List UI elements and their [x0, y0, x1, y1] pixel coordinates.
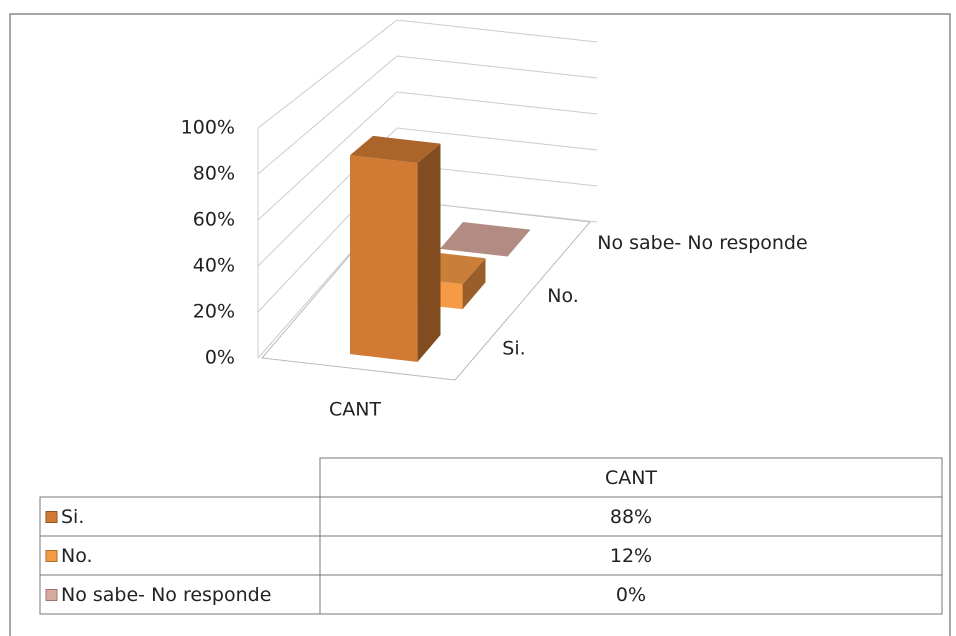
table-value: 12% [610, 545, 652, 567]
y-tick-label: 40% [193, 255, 235, 277]
legend-swatch [45, 550, 58, 562]
depth-label: No sabe- No responde [597, 232, 807, 254]
y-tick-label: 60% [193, 209, 235, 231]
chart-frame [9, 13, 951, 636]
y-tick-label: 80% [193, 163, 235, 185]
bar-top [350, 135, 441, 163]
legend-label: Si. [61, 506, 84, 528]
depth-label: No. [547, 285, 579, 307]
y-tick-label: 0% [205, 347, 235, 369]
legend-label: No. [61, 545, 93, 567]
table-value: 88% [610, 506, 652, 528]
y-tick-label: 20% [193, 301, 235, 323]
y-tick-label: 100% [181, 117, 235, 139]
table-value: 0% [616, 584, 646, 606]
table-cell [319, 574, 943, 615]
grid-line [257, 91, 598, 221]
bar-front [350, 155, 418, 362]
x-tick-label: CANT [329, 399, 381, 421]
table-header: CANT [605, 467, 657, 489]
legend-label: No sabe- No responde [61, 584, 271, 606]
grid-line [257, 19, 598, 129]
legend-swatch [45, 589, 58, 601]
bar-top [440, 221, 531, 257]
depth-label: Si. [502, 337, 525, 359]
legend-swatch [45, 511, 58, 523]
bar-side [462, 258, 486, 310]
grid-line [257, 55, 598, 175]
grid-line [257, 127, 598, 267]
bar-side [417, 143, 441, 362]
